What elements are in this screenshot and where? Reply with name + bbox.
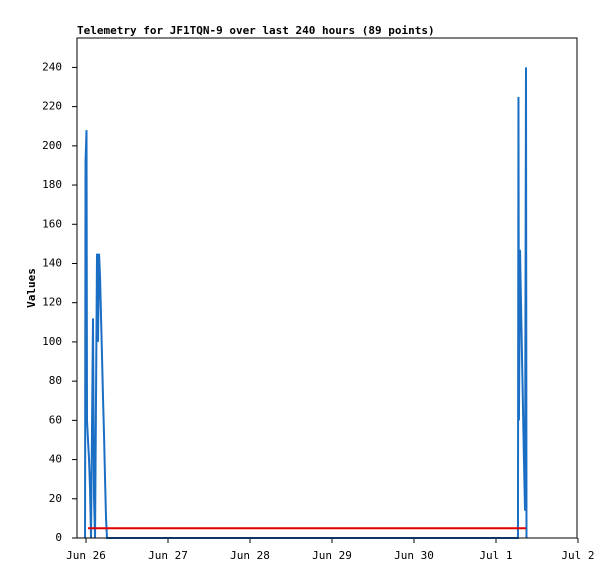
y-tick-label: 40 (49, 453, 62, 466)
y-axis-label: Values (25, 268, 38, 308)
chart-title: Telemetry for JF1TQN-9 over last 240 hou… (77, 24, 435, 37)
y-tick-label: 220 (42, 100, 62, 113)
x-tick-label: Jun 26 (66, 549, 106, 562)
y-tick-label: 100 (42, 335, 62, 348)
y-tick-label: 0 (55, 531, 62, 544)
y-tick-label: 20 (49, 492, 62, 505)
y-tick-label: 200 (42, 139, 62, 152)
x-tick-label: Jul 2 (561, 549, 594, 562)
y-tick-label: 60 (49, 413, 62, 426)
plot-frame (76, 37, 578, 539)
x-tick-label: Jul 1 (479, 549, 512, 562)
y-tick-label: 180 (42, 178, 62, 191)
x-tick-label: Jun 30 (394, 549, 434, 562)
x-tick-label: Jun 27 (148, 549, 188, 562)
data-line (84, 67, 528, 539)
y-tick-label: 80 (49, 374, 62, 387)
x-tick-label: Jun 29 (312, 549, 352, 562)
y-tick-label: 120 (42, 296, 62, 309)
x-tick-label: Jun 28 (230, 549, 270, 562)
y-tick-label: 160 (42, 217, 62, 230)
y-tick-label: 140 (42, 256, 62, 269)
y-tick-label: 240 (42, 60, 62, 73)
